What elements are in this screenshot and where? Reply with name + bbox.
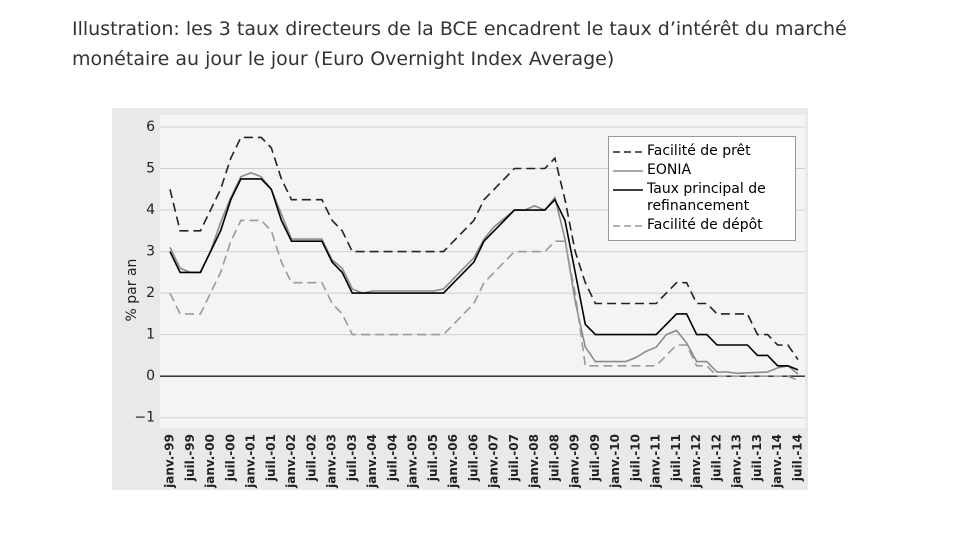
x-tick-label: janv.-06 bbox=[446, 434, 460, 489]
x-tick-label: janv.-04 bbox=[365, 434, 379, 489]
x-tick-label: janv.-99 bbox=[163, 434, 177, 489]
x-tick-label: juil.-99 bbox=[183, 434, 197, 482]
legend-entry: Taux principal de refinancement bbox=[613, 181, 791, 215]
x-tick-label: juil.-11 bbox=[669, 434, 683, 482]
x-tick-label: janv.-14 bbox=[770, 434, 784, 489]
y-tick-label: 5 bbox=[146, 161, 155, 177]
x-tick-label: janv.-07 bbox=[487, 434, 501, 489]
legend-entry: EONIA bbox=[613, 162, 791, 179]
legend-label: Facilité de dépôt bbox=[647, 217, 763, 233]
x-tick-label: janv.-01 bbox=[244, 434, 258, 489]
legend-label: Taux principal de refinancement bbox=[647, 181, 766, 214]
x-tick-label: juil.-09 bbox=[588, 434, 602, 482]
x-tick-label: janv.-05 bbox=[406, 434, 420, 489]
x-tick-label: juil.-06 bbox=[466, 434, 480, 482]
x-tick-label: juil.-08 bbox=[547, 434, 561, 482]
x-tick-label: juil.-01 bbox=[264, 434, 278, 482]
y-tick-label: 1 bbox=[146, 327, 155, 343]
legend-entry: Facilité de dépôt bbox=[613, 217, 791, 234]
x-tick-label: janv.-10 bbox=[608, 434, 622, 489]
x-tick-label: juil.-02 bbox=[304, 434, 318, 482]
series-line bbox=[169, 136, 799, 361]
y-tick-label: 6 bbox=[146, 119, 155, 135]
x-tick-label: janv.-02 bbox=[284, 434, 298, 489]
y-tick-label: 4 bbox=[146, 202, 155, 218]
y-tick-label: 3 bbox=[146, 244, 155, 260]
legend-label: Facilité de prêt bbox=[647, 143, 751, 159]
x-tick-label: janv.-13 bbox=[730, 434, 744, 489]
legend-swatch bbox=[613, 170, 643, 172]
x-tick-label: janv.-11 bbox=[649, 434, 663, 489]
x-tick-label: juil.-13 bbox=[750, 434, 764, 482]
x-tick-label: janv.-09 bbox=[568, 434, 582, 489]
x-tick-label: juil.-00 bbox=[223, 434, 237, 482]
y-tick-label: −1 bbox=[134, 410, 155, 426]
x-tick-label: juil.-04 bbox=[385, 434, 399, 482]
x-tick-label: juil.-05 bbox=[426, 434, 440, 482]
x-tick-label: janv.-08 bbox=[527, 434, 541, 489]
x-tick-label: juil.-07 bbox=[507, 434, 521, 482]
legend-entry: Facilité de prêt bbox=[613, 143, 791, 160]
x-tick-label: janv.-12 bbox=[689, 434, 703, 489]
legend-swatch bbox=[613, 151, 643, 153]
y-tick-label: 0 bbox=[146, 368, 155, 384]
legend-swatch bbox=[613, 225, 643, 227]
legend-label: EONIA bbox=[647, 162, 692, 178]
y-tick-label: 2 bbox=[146, 285, 155, 301]
x-tick-label: janv.-00 bbox=[203, 434, 217, 489]
x-tick-label: juil.-12 bbox=[709, 434, 723, 482]
y-axis-label: % par an bbox=[124, 259, 140, 322]
legend: Facilité de prêt EONIA Taux principal de r… bbox=[608, 136, 796, 241]
x-tick-label: juil.-10 bbox=[628, 434, 642, 482]
x-tick-label: juil.-03 bbox=[345, 434, 359, 482]
legend-swatch bbox=[613, 189, 643, 191]
series-line bbox=[169, 178, 799, 371]
x-tick-label: janv.-03 bbox=[325, 434, 339, 489]
x-tick-label: juil.-14 bbox=[791, 434, 805, 482]
slide-title: Illustration: les 3 taux directeurs de l… bbox=[72, 18, 847, 70]
